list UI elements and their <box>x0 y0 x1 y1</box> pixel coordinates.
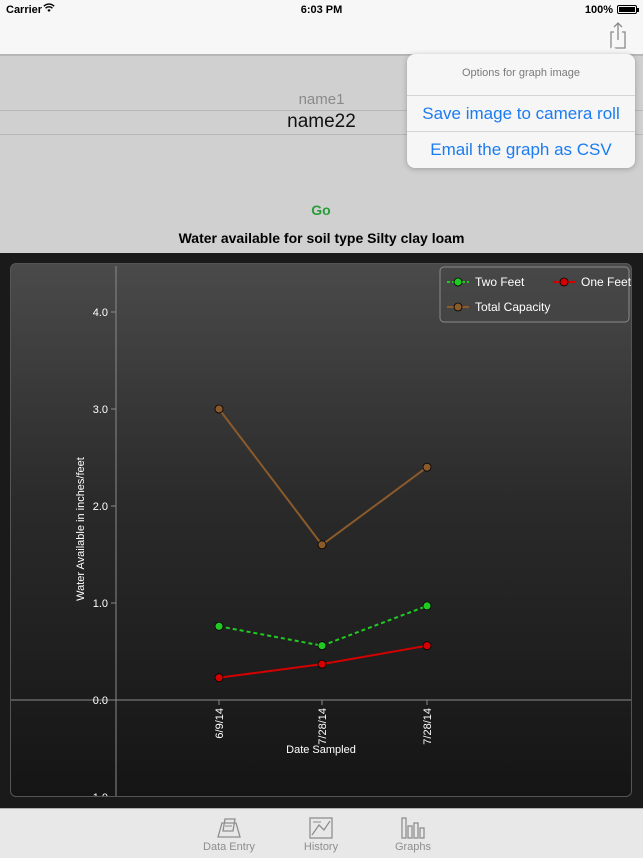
data-point <box>317 540 327 550</box>
legend-box <box>439 266 630 323</box>
y-tick-label: -1.0 <box>89 792 108 797</box>
data-point <box>422 462 432 472</box>
x-axis-label: Date Sampled <box>286 744 356 756</box>
legend-swatch-marker <box>453 302 463 312</box>
data-point <box>422 641 432 651</box>
y-tick-label: 4.0 <box>93 307 108 319</box>
data-point <box>214 673 224 683</box>
picker-divider <box>0 134 643 135</box>
tab-data-entry[interactable]: Data Entry <box>189 809 269 858</box>
save-image-button[interactable]: Save image to camera roll <box>407 95 635 132</box>
legend-label: One Feet <box>581 275 632 289</box>
picker-selected-option[interactable]: name22 <box>287 111 356 132</box>
y-tick-label: 0.0 <box>93 695 108 707</box>
data-entry-icon <box>217 818 241 838</box>
tab-bar: Data Entry History Graphs <box>0 808 643 858</box>
tab-label: History <box>303 841 339 853</box>
navigation-bar <box>0 20 643 55</box>
series-line <box>218 408 428 547</box>
y-tick-label: 3.0 <box>93 404 108 416</box>
chart-title: Water available for soil type Silty clay… <box>178 230 465 246</box>
status-bar: Carrier 6:03 PM 100% <box>0 0 643 20</box>
x-tick-label: 7/28/14 <box>422 708 434 745</box>
legend-swatch-marker <box>559 277 569 287</box>
graphs-icon <box>401 817 425 839</box>
y-tick-label: 2.0 <box>93 501 108 513</box>
data-point <box>317 659 327 669</box>
y-axis-label: Water Available in inches/feet <box>75 457 87 601</box>
legend-label: Total Capacity <box>475 300 550 314</box>
tab-label: Graphs <box>394 841 432 853</box>
x-tick-label: 6/9/14 <box>214 708 226 739</box>
tab-history[interactable]: History <box>281 809 361 858</box>
popover-title: Options for graph image <box>461 67 580 79</box>
legend-swatch-marker <box>453 277 463 287</box>
x-tick-label: 7/28/14 <box>317 708 329 745</box>
carrier-label: Carrier <box>6 4 43 16</box>
chart-frame: 4.0 3.0 2.0 1.0 0.0 -1.0 6/9/14 7/28/14 7/28/14 D… <box>0 253 643 808</box>
tab-graphs[interactable]: Graphs <box>373 809 453 858</box>
graph-options-popover: Options for graph image Save image to ca… <box>407 54 635 168</box>
battery-icon <box>617 5 639 14</box>
picker-divider <box>0 55 643 56</box>
data-point <box>214 621 224 631</box>
picker-option[interactable]: name1 <box>298 91 345 108</box>
line-chart: 4.03.02.01.00.0-1.06/9/14 7/28/14 7/28/14D… <box>11 266 632 797</box>
series-line <box>218 604 428 647</box>
wifi-icon <box>43 3 55 16</box>
chart-panel: 4.0 3.0 2.0 1.0 0.0 -1.0 6/9/14 7/28/14 7/28/14 D… <box>10 263 632 797</box>
battery-percentage: 100% <box>584 4 613 16</box>
data-point <box>214 404 224 414</box>
status-time: 6:03 PM <box>300 4 343 16</box>
data-point <box>317 641 327 651</box>
picker-divider <box>0 110 643 111</box>
y-tick-label: 1.0 <box>93 598 108 610</box>
go-button[interactable]: Go <box>311 202 331 218</box>
email-csv-button[interactable]: Email the graph as CSV <box>407 131 635 168</box>
legend-label: Two Feet <box>475 275 525 289</box>
popover-arrow <box>604 46 622 55</box>
data-point <box>422 601 432 611</box>
tab-label: Data Entry <box>203 841 255 853</box>
history-icon <box>309 817 333 839</box>
